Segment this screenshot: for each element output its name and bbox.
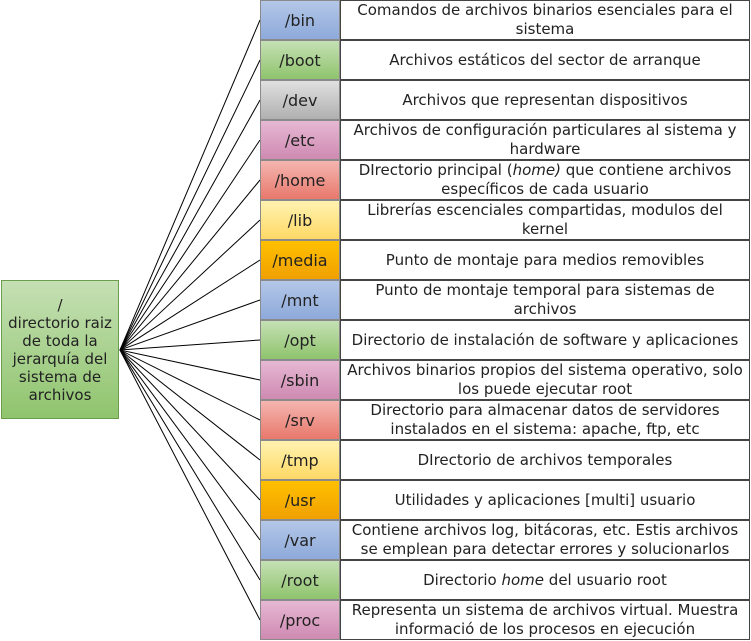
dir-description-text: Utilidades y aplicaciones [multi] usuari… xyxy=(394,490,696,509)
dir-description-var: Contiene archivos log, bitácoras, etc. E… xyxy=(340,520,750,560)
dir-description-home: DIrectorio principal (home) que contiene… xyxy=(340,160,750,200)
dir-description-sbin: Archivos binarios propios del sistema op… xyxy=(340,360,750,400)
dir-name: /root xyxy=(281,570,319,590)
dir-name: /lib xyxy=(287,210,313,230)
dir-description-text: Directorio home del usuario root xyxy=(423,571,667,590)
connector-boot xyxy=(119,59,261,351)
dir-description-text: Directorio de instalación de software y … xyxy=(351,330,739,349)
dir-description-text: Archivos estáticos del sector de arranqu… xyxy=(389,50,701,69)
dir-name: /media xyxy=(272,250,328,270)
dir-node-mnt: /mnt xyxy=(260,280,340,320)
connector-dev xyxy=(119,99,261,351)
connector-proc xyxy=(119,349,261,621)
connector-opt xyxy=(119,339,261,351)
dir-description-text: Librerías escenciales compartidas, modul… xyxy=(367,201,723,238)
dir-description-root: Directorio home del usuario root xyxy=(340,560,750,600)
dir-description-part: Directorio xyxy=(423,570,502,589)
connector-etc xyxy=(119,139,261,351)
dir-description-text: Punto de montaje para medios removibles xyxy=(385,250,705,269)
dir-name: /tmp xyxy=(281,450,319,470)
dir-node-sbin: /sbin xyxy=(260,360,340,400)
dir-description-italic: home xyxy=(501,570,545,589)
dir-description-part: DIrectorio principal ( xyxy=(358,161,513,179)
dir-description-text: Contiene archivos log, bitácoras, etc. E… xyxy=(351,521,739,558)
dir-node-var: /var xyxy=(260,520,340,560)
dir-node-dev: /dev xyxy=(260,80,340,120)
dir-description-tmp: DIrectorio de archivos temporales xyxy=(340,440,750,480)
dir-name: /var xyxy=(284,530,316,550)
connector-tmp xyxy=(119,349,261,461)
dir-name: /bin xyxy=(284,10,316,30)
dir-description-boot: Archivos estáticos del sector de arranqu… xyxy=(340,40,750,80)
dir-node-opt: /opt xyxy=(260,320,340,360)
dir-name: /opt xyxy=(284,330,316,350)
connector-root xyxy=(119,349,261,581)
dir-description-etc: Archivos de configuración particulares a… xyxy=(340,120,750,160)
dir-name: /home xyxy=(274,170,326,190)
dir-description-dev: Archivos que representan dispositivos xyxy=(340,80,750,120)
dir-description-part: del usuario root xyxy=(544,570,667,589)
dir-name: /boot xyxy=(279,50,321,70)
dir-node-media: /media xyxy=(260,240,340,280)
dir-name: /usr xyxy=(284,490,316,510)
dir-name: /mnt xyxy=(281,290,319,310)
dir-description-opt: Directorio de instalación de software y … xyxy=(340,320,750,360)
connector-usr xyxy=(119,349,261,501)
dir-name: /etc xyxy=(284,130,316,150)
connector-home xyxy=(119,179,261,351)
dir-node-lib: /lib xyxy=(260,200,340,240)
dir-description-text: Comandos de archivos binarios esenciales… xyxy=(357,1,733,38)
dir-node-home: /home xyxy=(260,160,340,200)
dir-node-etc: /etc xyxy=(260,120,340,160)
dir-description-proc: Representa un sistema de archivos virtua… xyxy=(340,600,750,640)
dir-description-text: Representa un sistema de archivos virtua… xyxy=(351,601,739,638)
dir-description-part: que contiene archivos específicos de cad… xyxy=(441,161,732,198)
connector-sbin xyxy=(119,349,261,381)
root-directory-node: / directorio raiz de toda la jerarquía d… xyxy=(1,280,119,419)
dir-node-boot: /boot xyxy=(260,40,340,80)
dir-description-mnt: Punto de montaje temporal para sistemas … xyxy=(340,280,750,320)
dir-description-text: Directorio para almacenar datos de servi… xyxy=(370,401,720,438)
dir-description-text: Archivos de configuración particulares a… xyxy=(353,121,737,158)
connector-mnt xyxy=(119,299,261,351)
dir-description-bin: Comandos de archivos binarios esenciales… xyxy=(340,0,750,40)
dir-description-srv: Directorio para almacenar datos de servi… xyxy=(340,400,750,440)
dir-node-usr: /usr xyxy=(260,480,340,520)
dir-description-italic: home) xyxy=(512,161,561,179)
dir-node-bin: /bin xyxy=(260,0,340,40)
connector-var xyxy=(119,349,261,541)
dir-node-tmp: /tmp xyxy=(260,440,340,480)
root-directory-label: / directorio raiz de toda la jerarquía d… xyxy=(8,295,112,404)
dir-description-usr: Utilidades y aplicaciones [multi] usuari… xyxy=(340,480,750,520)
dir-description-text: Archivos binarios propios del sistema op… xyxy=(347,361,743,398)
connector-media xyxy=(119,259,261,351)
dir-node-root: /root xyxy=(260,560,340,600)
dir-name: /dev xyxy=(282,90,318,110)
connector-bin xyxy=(119,19,261,351)
dir-description-text: Archivos que representan dispositivos xyxy=(402,90,688,109)
dir-name: /srv xyxy=(285,410,315,430)
dir-node-srv: /srv xyxy=(260,400,340,440)
connector-lib xyxy=(119,219,261,351)
dir-description-lib: Librerías escenciales compartidas, modul… xyxy=(340,200,750,240)
dir-node-proc: /proc xyxy=(260,600,340,640)
connector-srv xyxy=(119,349,261,421)
dir-description-text: DIrectorio principal (home) que contiene… xyxy=(343,161,747,199)
dir-description-text: DIrectorio de archivos temporales xyxy=(417,450,673,469)
dir-name: /proc xyxy=(279,610,321,630)
dir-name: /sbin xyxy=(280,370,320,390)
dir-description-media: Punto de montaje para medios removibles xyxy=(340,240,750,280)
dir-description-text: Punto de montaje temporal para sistemas … xyxy=(375,281,715,318)
